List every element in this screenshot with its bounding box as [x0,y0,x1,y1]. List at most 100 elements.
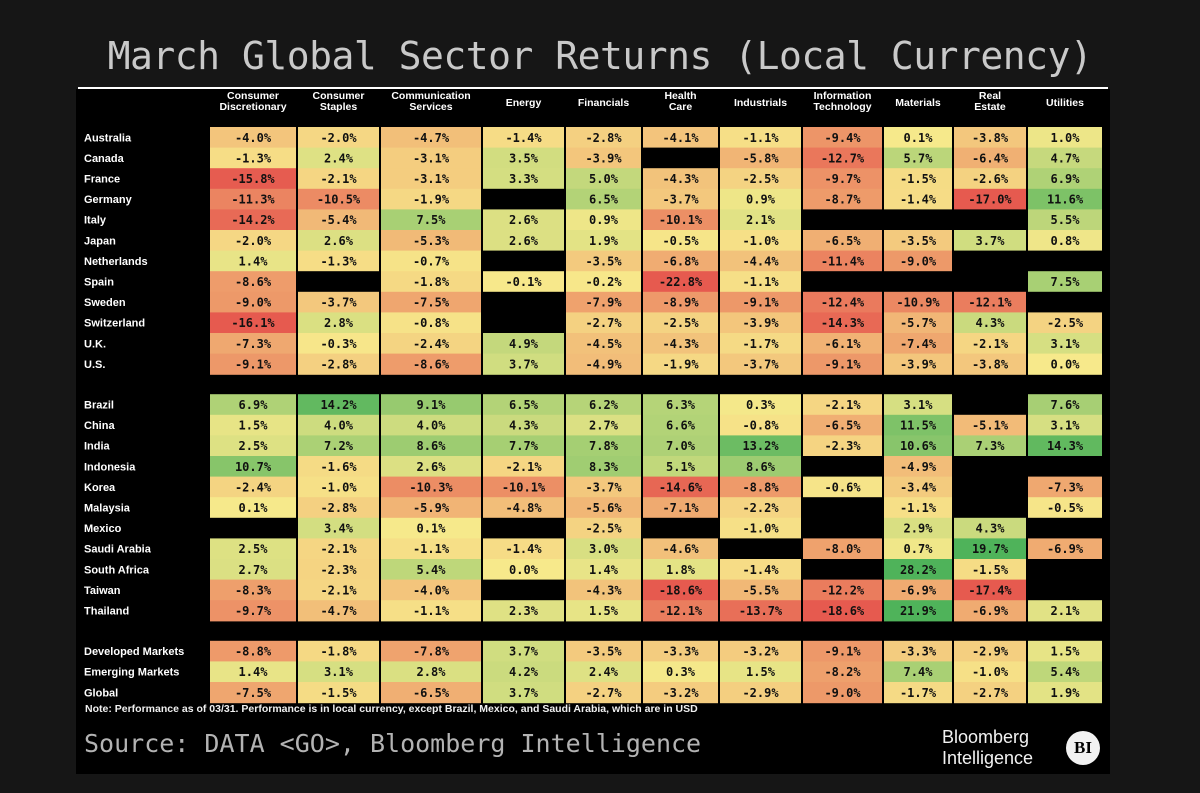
heatmap-cell [884,435,952,457]
cell-value: 4.2% [509,665,539,679]
heatmap-cell [210,230,296,252]
column-header: Materials [895,97,941,109]
column-header: Consumer Staples [313,90,365,113]
cell-value: -2.3% [824,439,861,453]
cell-value: 10.7% [235,460,272,474]
column-header: Utilities [1046,97,1084,109]
cell-value: 3.1% [1051,337,1081,351]
heatmap-cell [884,188,952,210]
heatmap-cell [566,168,641,190]
cell-value: -3.3% [662,645,699,659]
heatmap-cell [483,147,564,169]
cell-value: -2.3% [320,563,357,577]
heatmap-cell [298,559,379,581]
cell-value: 5.0% [589,172,619,186]
heatmap-cell [643,538,718,560]
heatmap-cell [1028,600,1102,622]
column-header-line: Real [979,90,1001,102]
heatmap-cell [381,127,481,149]
cell-value: 8.6% [417,439,447,453]
heatmap-cell [381,579,481,601]
cell-value: -4.1% [662,131,699,145]
column-header-line: Financials [578,97,630,109]
column-header-line: Materials [895,97,941,109]
cell-value: -3.7% [742,357,779,371]
cell-value: -17.4% [968,583,1012,597]
cell-value: -7.4% [900,337,937,351]
column-header-line: Energy [506,97,542,109]
cell-value: -12.4% [821,296,865,310]
heatmap-cell [1028,476,1102,498]
cell-value: 7.3% [976,439,1006,453]
cell-value: -0.5% [1047,501,1084,515]
cell-value: -8.8% [742,480,779,494]
heatmap-cell [720,682,801,704]
heatmap-cell [954,394,1026,416]
column-header-line: Information [814,90,872,102]
cell-value: -1.4% [505,131,542,145]
heatmap-cell [566,661,641,683]
heatmap-cell [720,312,801,334]
row-label: Mexico [84,523,122,535]
cell-value: 0.8% [1051,234,1081,248]
cell-value: 8.6% [746,460,776,474]
heatmap-cell [210,333,296,355]
heatmap-cell [210,188,296,210]
heatmap-cell [643,640,718,662]
heatmap-cell [954,435,1026,457]
heatmap-cell [954,333,1026,355]
cell-value: -3.4% [900,480,937,494]
cell-value: 0.9% [746,193,776,207]
heatmap-cell [720,147,801,169]
heatmap-cell [210,312,296,334]
cell-value: 3.1% [904,398,934,412]
cell-value: -0.5% [662,234,699,248]
heatmap-cell [884,312,952,334]
cell-value: -3.3% [900,645,937,659]
heatmap-cell [483,127,564,149]
cell-value: -7.5% [235,686,272,700]
row-label: Global [84,687,118,699]
cell-value: 1.5% [589,604,619,618]
cell-value: 3.4% [324,522,354,536]
cell-value: -4.7% [320,604,357,618]
heatmap-cell [1028,312,1102,334]
heatmap-cell [803,230,882,252]
cell-value: 19.7% [972,542,1009,556]
heatmap-cell [720,394,801,416]
heatmap-cell [566,517,641,539]
cell-value: 11.6% [1047,193,1084,207]
heatmap-cell [381,147,481,169]
heatmap-cell [803,333,882,355]
heatmap-cell [720,230,801,252]
heatmap-cell [643,497,718,519]
cell-value: -2.1% [972,337,1009,351]
cell-value: -1.4% [505,542,542,556]
cell-value: -12.1% [659,604,703,618]
cell-value: 7.0% [666,439,696,453]
heatmap-cell [210,271,296,293]
cell-value: 2.6% [417,460,447,474]
heatmap-cell [210,250,296,272]
heatmap-cell [483,497,564,519]
cell-value: -1.0% [320,480,357,494]
column-header-line: Discretionary [219,101,286,113]
row-label: Netherlands [84,256,148,268]
column-header: Real Estate [974,90,1006,113]
heatmap-cell [643,312,718,334]
cell-value: -4.9% [900,460,937,474]
heatmap-cell [803,312,882,334]
row-label: Korea [84,482,116,494]
cell-value: -11.4% [821,254,865,268]
cell-value: 2.9% [904,522,934,536]
logo-wordmark: Bloomberg Intelligence [942,727,1033,769]
heatmap-cell [210,127,296,149]
cell-value: -3.5% [585,254,622,268]
cell-value: 0.7% [904,542,934,556]
cell-value: -3.7% [320,296,357,310]
heatmap-cell [298,333,379,355]
cell-value: -1.3% [320,254,357,268]
cell-value: 8.3% [589,460,619,474]
heatmap-cell [954,517,1026,539]
heatmap-cell [884,394,952,416]
